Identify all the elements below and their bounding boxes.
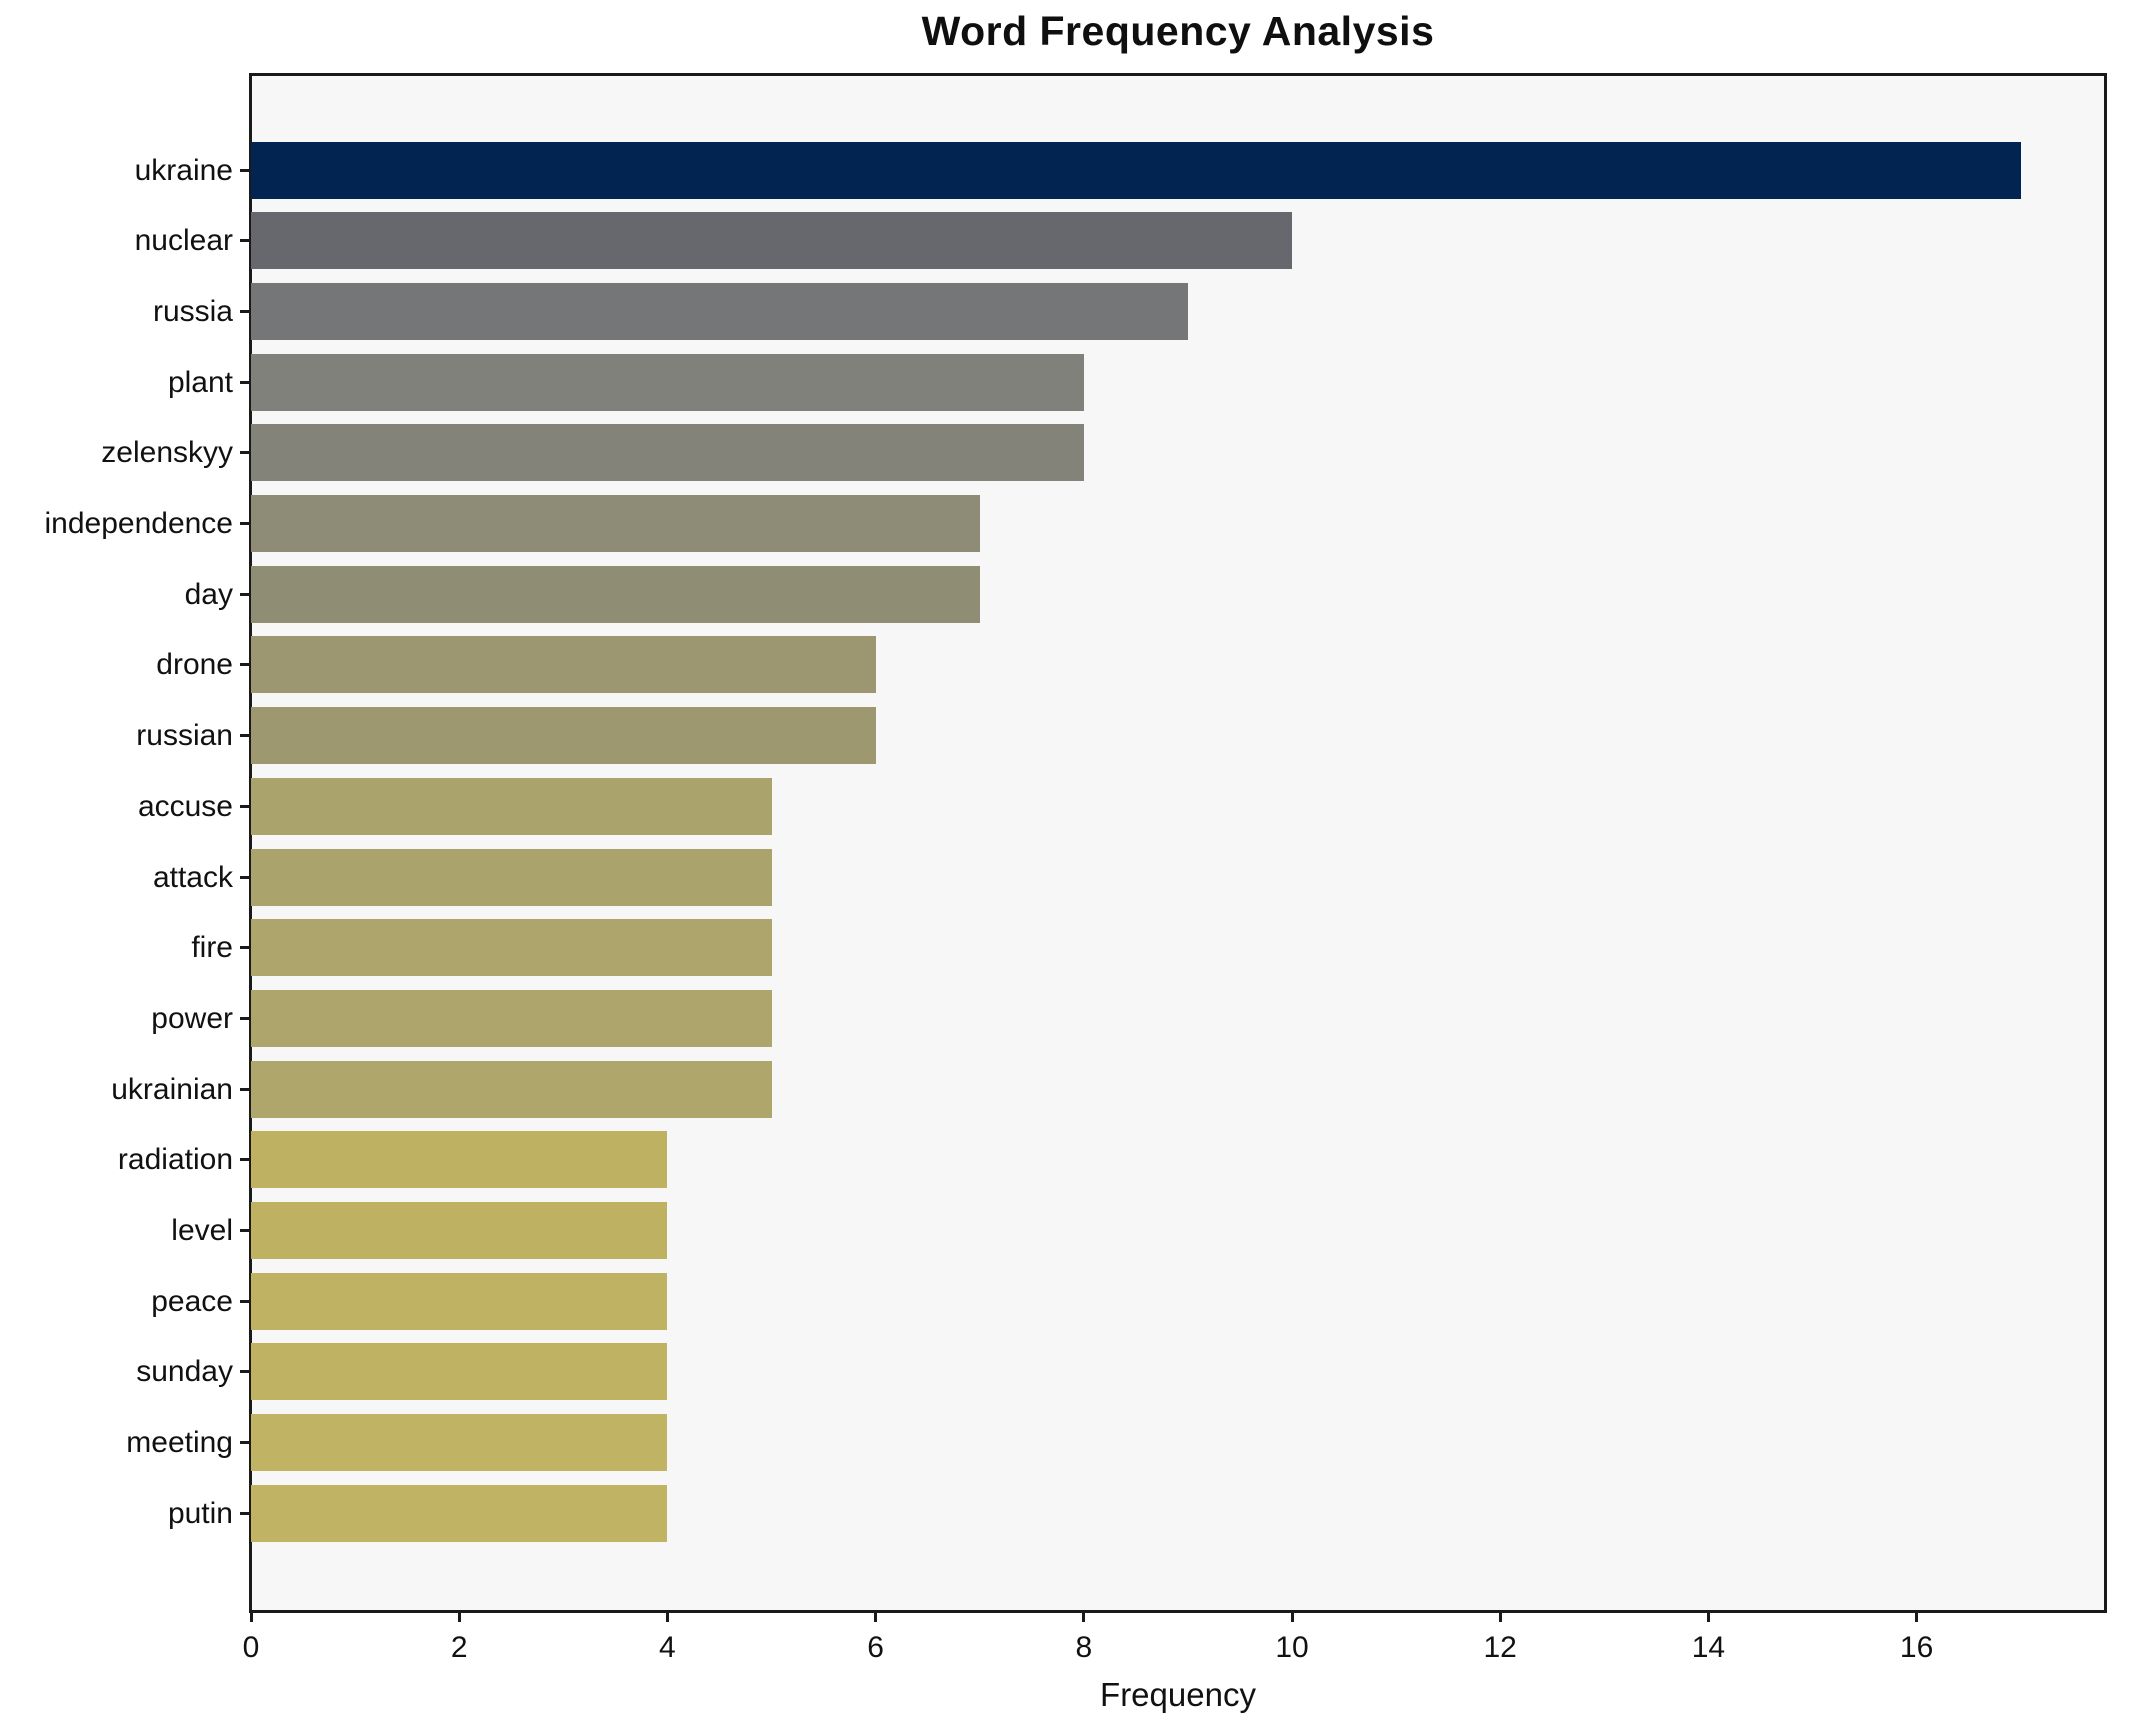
x-tick-label-12: 12 [1483,1631,1517,1664]
y-axis-label-nuclear: nuclear [134,224,233,258]
y-tick [240,1016,249,1020]
bar-fire [251,919,772,977]
bar-ukrainian [251,1060,772,1118]
y-axis-label-meeting: meeting [126,1426,233,1460]
y-tick [240,804,249,808]
bar-plant [251,353,1084,411]
x-axis-title: Frequency [1100,1676,1256,1713]
y-axis-label-fire: fire [191,931,233,965]
x-tick-label-6: 6 [867,1631,884,1664]
bar-ukraine [251,141,2021,199]
x-tick-label-0: 0 [242,1631,260,1664]
bar-power [251,989,772,1047]
y-axis-label-power: power [151,1001,233,1035]
x-tick-label-8: 8 [1075,1631,1093,1664]
bar-level [251,1202,668,1259]
y-axis-label-peace: peace [151,1284,233,1318]
chart-title: Word Frequency Analysis [921,8,1435,54]
bar-russia [251,282,1188,340]
bar-day [251,565,980,623]
y-tick [240,1229,249,1232]
x-tick [1498,1613,1502,1622]
y-axis-label-russian: russian [136,719,233,753]
bar-accuse [251,777,772,835]
bar-attack [251,848,772,906]
y-tick [240,380,249,384]
x-tick-label-10: 10 [1275,1631,1309,1664]
x-tick [665,1613,669,1622]
y-axis-label-russia: russia [152,294,233,328]
bar-peace [251,1272,668,1330]
y-tick [240,522,249,525]
x-tick [457,1613,461,1622]
y-tick [240,1158,249,1162]
y-axis-label-attack: attack [152,860,233,894]
y-axis-label-level: level [171,1214,233,1247]
y-axis-label-ukrainian: ukrainian [111,1072,233,1106]
bar-russian [251,707,876,765]
y-tick [240,663,249,667]
y-tick [240,592,249,596]
y-axis-label-radiation: radiation [117,1143,233,1177]
y-axis-label-sunday: sunday [136,1355,233,1389]
y-tick [240,239,249,243]
y-tick [240,1370,249,1374]
x-tick-label-14: 14 [1691,1631,1726,1664]
y-tick [240,946,249,950]
y-axis-label-drone: drone [156,648,233,682]
x-tick [1082,1613,1086,1622]
x-tick-label-16: 16 [1899,1631,1934,1664]
y-tick [240,1299,249,1303]
y-tick [240,309,249,313]
y-tick [240,168,249,172]
bar-putin [251,1484,668,1542]
y-axis-label-independence: independence [44,507,233,540]
bar-meeting [251,1414,668,1472]
y-axis-label-plant: plant [167,365,233,399]
y-axis-label-ukraine: ukraine [134,153,233,187]
y-tick [240,451,249,455]
y-axis-label-accuse: accuse [137,789,233,823]
bar-independence [251,495,980,552]
x-tick-label-2: 2 [450,1631,468,1664]
bar-radiation [251,1131,668,1189]
y-tick [240,1441,249,1445]
y-tick [240,734,249,738]
x-tick-label-4: 4 [659,1631,676,1664]
y-tick [240,875,249,879]
y-axis-label-day: day [184,577,233,611]
bar-sunday [251,1343,668,1401]
bar-nuclear [251,212,1292,270]
x-tick [1290,1613,1294,1622]
bar-drone [251,636,876,694]
y-tick [240,1511,249,1515]
x-tick [1706,1613,1710,1622]
y-tick [240,1087,249,1091]
y-axis-label-zelenskyy: zelenskyy [101,436,233,470]
bar-zelenskyy [251,424,1084,482]
x-tick [874,1613,878,1622]
y-axis-label-putin: putin [167,1496,233,1530]
x-tick [249,1613,253,1622]
x-tick [1915,1613,1919,1622]
